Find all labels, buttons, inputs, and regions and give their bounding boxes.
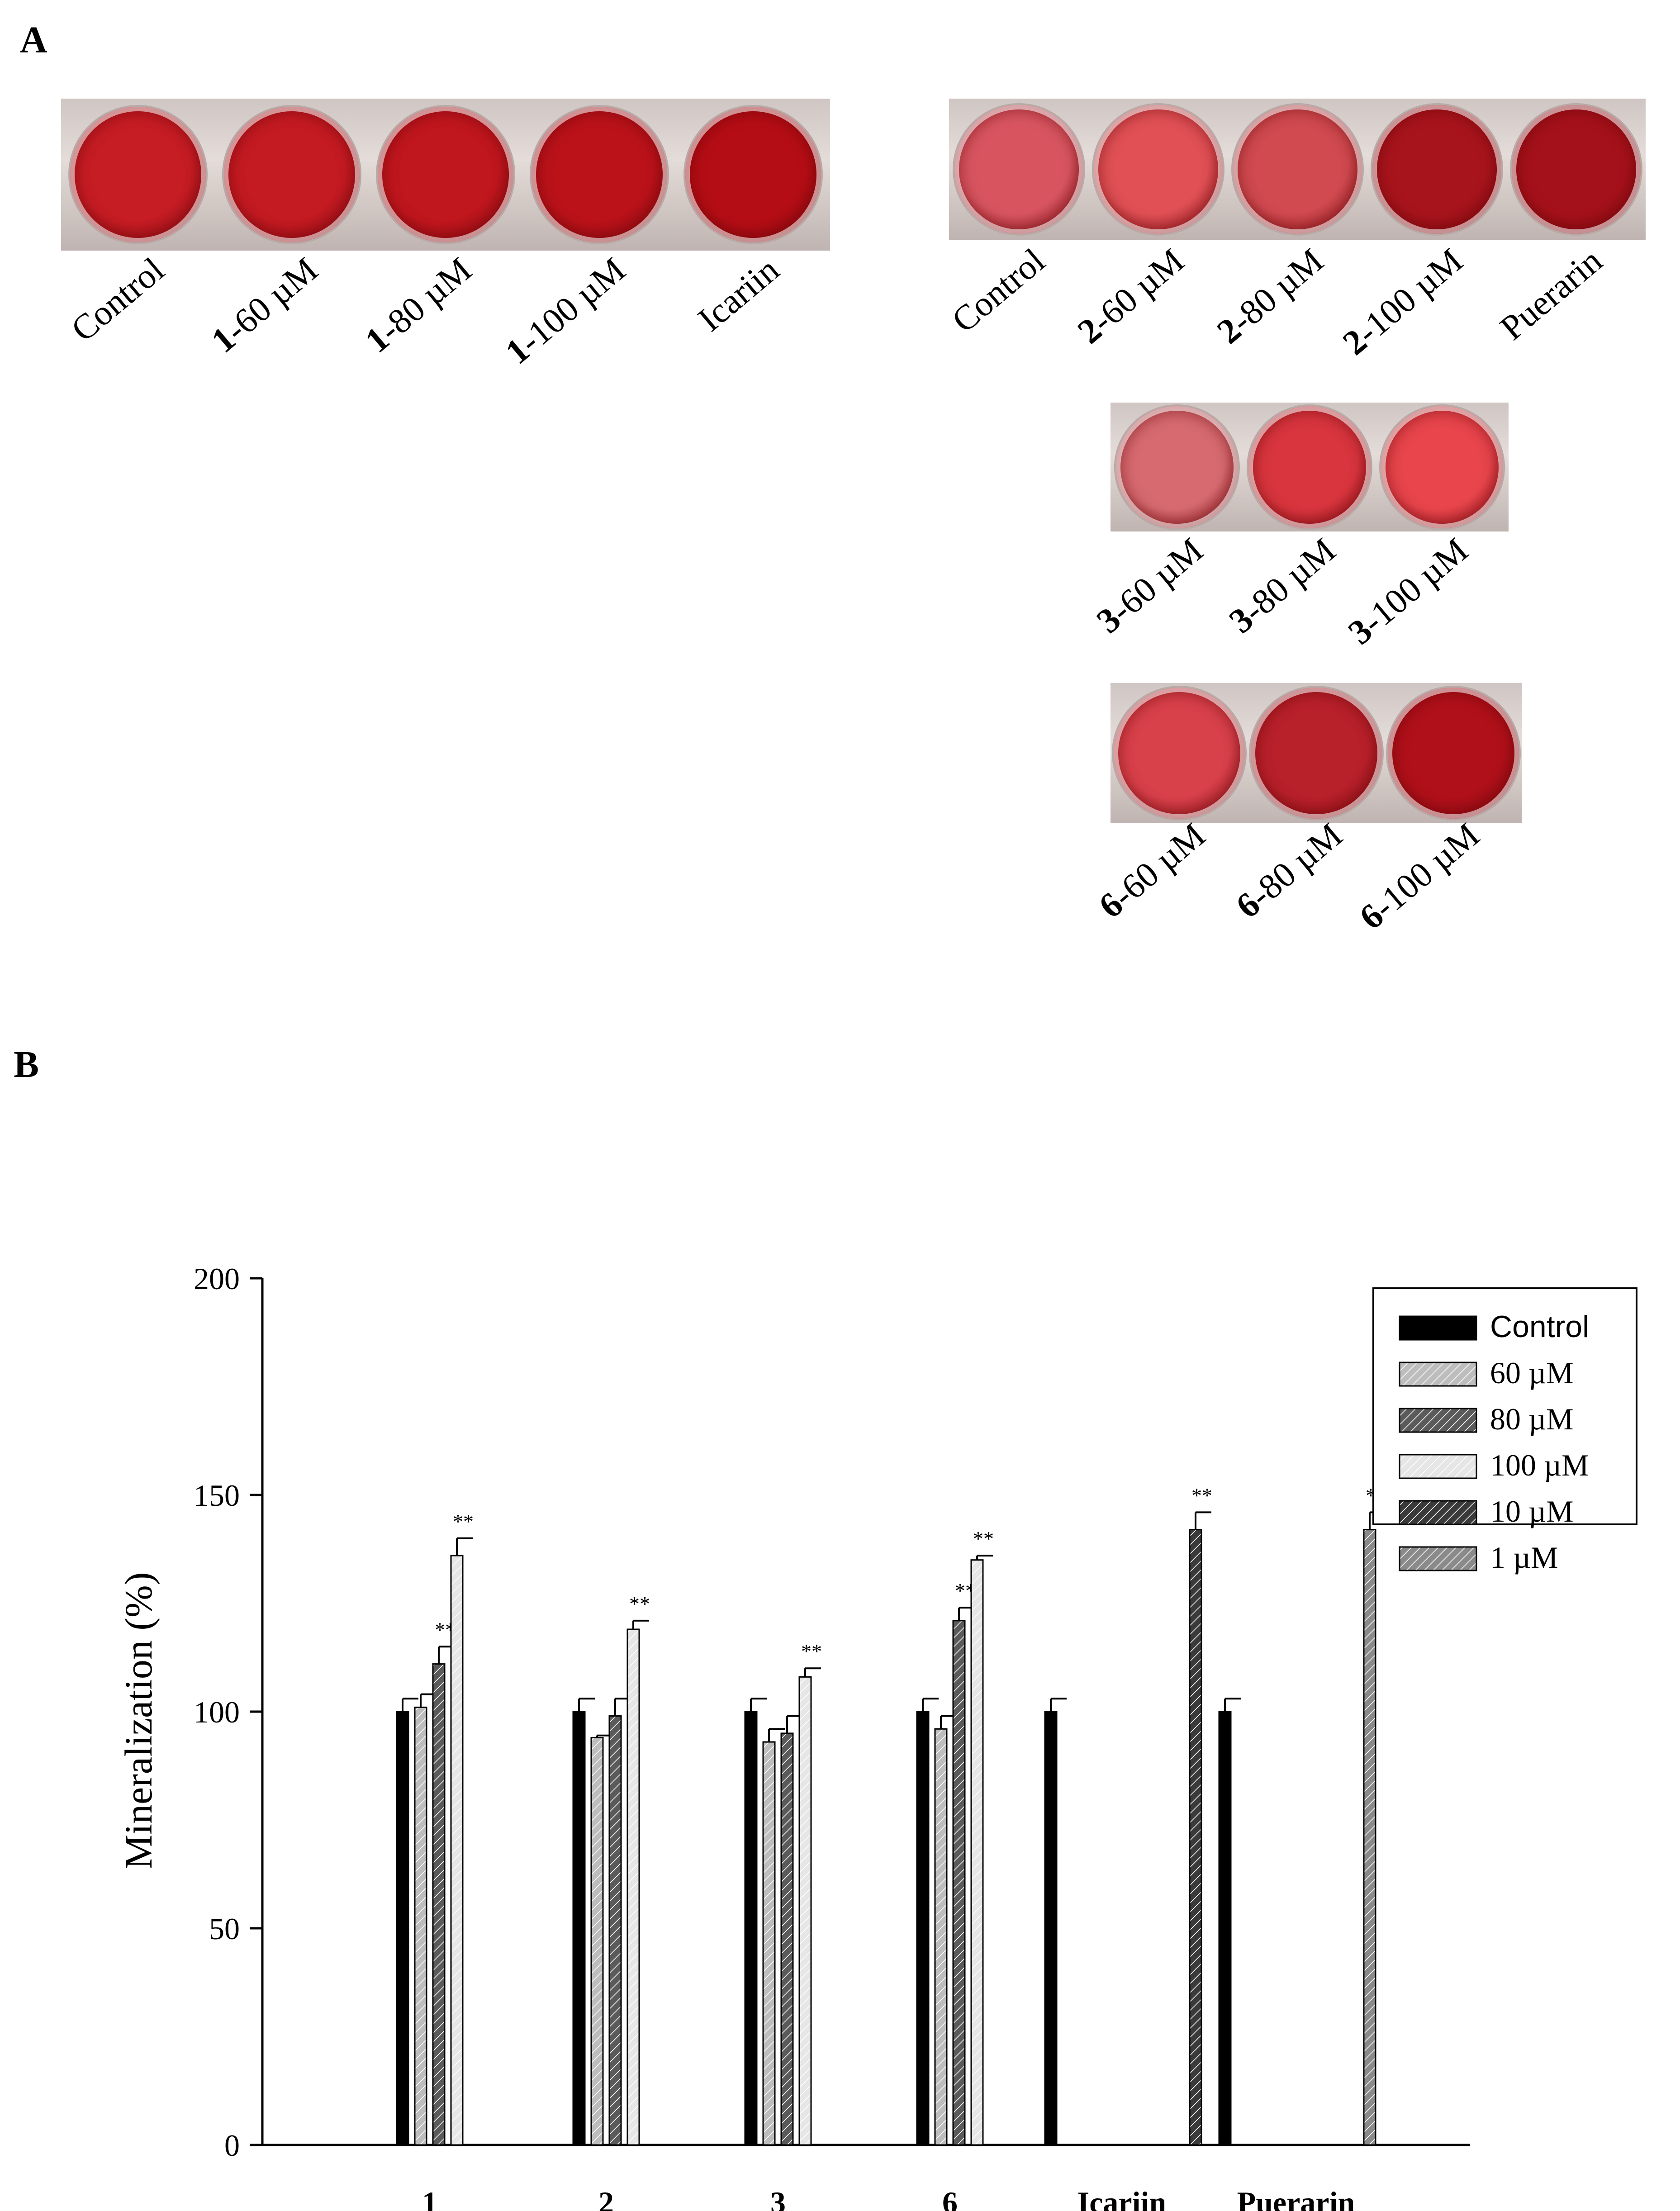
bar-2-4: [626, 1628, 640, 2146]
x-tick-label: Icariin: [1077, 2185, 1166, 2211]
well-label: Icariin: [690, 249, 787, 339]
well-label: 6-100 µM: [1352, 815, 1487, 937]
legend-swatch: [1399, 1500, 1477, 1525]
panel-label-b: B: [14, 1044, 39, 1086]
panel-label-a: A: [20, 19, 47, 61]
well-group-2-5: [1511, 104, 1641, 234]
bar-1-2: [414, 1706, 427, 2146]
bar-Puerarin-1: [1218, 1711, 1232, 2146]
well-group-1-2: [224, 107, 360, 242]
legend-label: 10 µM: [1490, 1494, 1574, 1528]
legend-label: 100 µM: [1490, 1448, 1589, 1482]
well-label: 2-100 µM: [1335, 240, 1470, 363]
well-group-1-4: [532, 107, 667, 242]
bar-6-1: [916, 1711, 930, 2146]
well-group-2-2: [1093, 104, 1223, 234]
x-tick-label: 6: [942, 2185, 958, 2211]
well-group-6-2: [1251, 688, 1382, 819]
x-tick-label: Puerarin: [1237, 2185, 1355, 2211]
well-group-2-4: [1372, 104, 1501, 234]
well-group-3-3: [1381, 406, 1504, 528]
well-label: 1-60 µM: [204, 249, 325, 361]
well-label: 1-100 µM: [498, 249, 633, 372]
mineralization-bar-chart: 0 50 100 150 200 Mineralization (%) ** ** 1 ** 2 **…: [117, 1262, 1637, 2211]
bar-Icariin-1: [1044, 1711, 1058, 2146]
well-group-1-3: [378, 107, 513, 242]
well-label: 6-80 µM: [1228, 815, 1350, 926]
y-tick-label: 0: [224, 2128, 240, 2163]
bar-3-3: [780, 1732, 794, 2146]
bar-6-2: [934, 1728, 948, 2146]
well-group-1-5: [685, 107, 821, 242]
x-tick-label: 2: [598, 2185, 614, 2211]
y-tick-label: 200: [194, 1262, 240, 1296]
significance-mark: **: [1191, 1484, 1212, 1507]
y-tick-label: 100: [194, 1695, 240, 1729]
significance-mark: **: [629, 1592, 650, 1615]
significance-mark: **: [973, 1527, 994, 1550]
well-group-2-3: [1233, 104, 1362, 234]
well-group-6-1: [1113, 688, 1245, 819]
bar-2-3: [608, 1715, 622, 2146]
y-tick-label: 50: [209, 1912, 240, 1946]
legend-label: Control: [1490, 1310, 1589, 1344]
bar-Puerarin-6: [1363, 1529, 1376, 2146]
well-group-3-1: [1115, 406, 1238, 528]
well-label: 1-80 µM: [357, 249, 479, 361]
bar-3-1: [744, 1711, 758, 2146]
legend-swatch: [1399, 1408, 1477, 1433]
bar-1-3: [432, 1663, 446, 2146]
legend-label: 80 µM: [1490, 1402, 1574, 1436]
legend-label: 60 µM: [1490, 1356, 1574, 1390]
bar-6-4: [970, 1559, 984, 2146]
well-label: 6-60 µM: [1091, 815, 1213, 926]
well-label: 3-80 µM: [1221, 530, 1343, 641]
well-label: Control: [63, 249, 172, 349]
well-label: 3-60 µM: [1089, 530, 1210, 641]
well-label: 3-100 µM: [1340, 530, 1476, 652]
well-group-2-1: [954, 104, 1083, 234]
significance-mark: **: [453, 1510, 474, 1533]
bar-6-3: [952, 1620, 966, 2146]
bar-Icariin-5: [1189, 1529, 1202, 2146]
legend-swatch: [1399, 1454, 1477, 1479]
bar-2-2: [590, 1737, 604, 2146]
significance-mark: **: [801, 1640, 822, 1663]
well-label: Puerarin: [1492, 240, 1609, 348]
y-tick-label: 150: [194, 1478, 240, 1513]
x-tick-label: 3: [770, 2185, 786, 2211]
x-tick-label: 1: [422, 2185, 437, 2211]
legend-label: 1 µM: [1490, 1540, 1558, 1575]
well-label: 2-80 µM: [1209, 240, 1331, 351]
bar-3-4: [798, 1676, 812, 2146]
well-label: 2-60 µM: [1070, 240, 1191, 351]
well-group-1-1: [70, 107, 206, 242]
legend-swatch: [1399, 1546, 1477, 1571]
legend-swatch: [1399, 1315, 1477, 1341]
legend-swatch: [1399, 1362, 1477, 1387]
bar-1-4: [450, 1555, 464, 2146]
well-group-6-3: [1388, 688, 1519, 819]
bar-1-1: [396, 1711, 409, 2146]
y-axis-label: Mineralization (%): [117, 1572, 160, 1869]
well-label: Control: [944, 240, 1053, 340]
bar-2-1: [572, 1711, 586, 2146]
well-group-3-2: [1248, 406, 1371, 528]
bar-3-2: [762, 1741, 776, 2146]
